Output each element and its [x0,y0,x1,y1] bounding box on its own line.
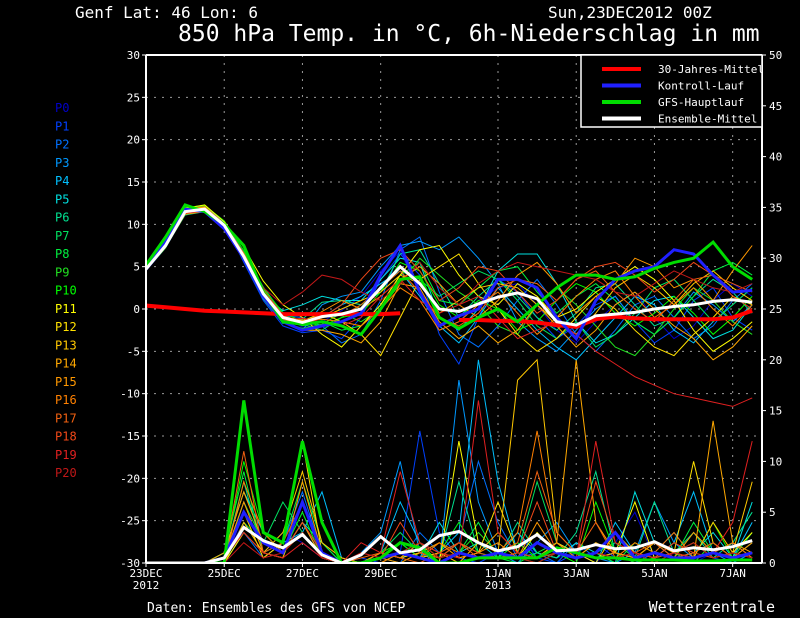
member-label: P5 [55,192,69,206]
y-tick-label-left: -20 [120,472,140,485]
legend-entry: Ensemble-Mittel [658,113,757,126]
member-label: P14 [55,357,77,371]
data-source-label: Daten: Ensembles des GFS von NCEP [147,601,405,616]
y-tick-label-right: 35 [769,201,782,214]
legend: 30-Jahres-Mittel Kontroll-Lauf GFS-Hauptla… [580,54,764,128]
member-label: P8 [55,247,69,261]
y-tick-label-left: -15 [120,430,140,443]
x-tick-label: 5JAN [641,567,668,580]
member-label: P4 [55,174,69,188]
x-tick-year-label: 2013 [485,579,512,592]
y-tick-label-left: -30 [120,557,140,570]
legend-entry: Kontroll-Lauf [658,80,744,93]
y-tick-label-left: -5 [127,345,140,358]
member-label: P9 [55,265,69,279]
member-label: P10 [55,284,77,298]
y-tick-label-left: 10 [127,218,140,231]
member-label: P16 [55,393,77,407]
y-tick-label-right: 10 [769,455,782,468]
y-tick-label-right: 15 [769,405,782,418]
member-label: P20 [55,466,77,480]
x-tick-label: 25DEC [208,567,241,580]
member-label: P0 [55,101,69,115]
member-label: P3 [55,156,69,170]
temp-line-p16 [147,206,753,336]
legend-entry: GFS-Hauptlauf [658,96,744,109]
y-tick-label-left: 5 [133,261,140,274]
brand-label: Wetterzentrale [649,598,775,616]
precip-line-p17 [147,451,753,563]
precip-line-p6 [147,469,753,563]
x-tick-year-label: 2012 [133,579,160,592]
temp-line-ensemble-mean [147,207,753,327]
member-label: P6 [55,211,69,225]
member-label: P7 [55,229,69,243]
y-tick-label-right: 5 [769,506,776,519]
member-label: P13 [55,338,77,352]
y-tick-label-left: 30 [127,49,140,62]
x-tick-label: 29DEC [364,567,397,580]
member-label: P1 [55,119,69,133]
location-label: Genf Lat: 46 Lon: 6 [75,3,258,22]
x-tick-label: 23DEC [129,567,162,580]
y-tick-label-right: 40 [769,151,782,164]
member-label: P11 [55,302,77,316]
y-tick-label-right: 25 [769,303,782,316]
y-tick-label-left: 20 [127,134,140,147]
member-label: P12 [55,320,77,334]
y-tick-label-left: 0 [133,303,140,316]
y-tick-label-left: -10 [120,388,140,401]
run-time-label: Sun,23DEC2012 00Z [548,3,712,22]
y-tick-label-right: 30 [769,252,782,265]
x-tick-label: 7JAN [719,567,746,580]
precip-line-ensemble-mean [147,525,753,563]
temp-line-p1 [147,206,753,366]
y-tick-label-right: 50 [769,49,782,62]
precip-line-control [147,497,753,563]
member-labels: P0 P1 P2 P3 P4 P5 P6 P7 P8 P9 P10 P11 P12 P13 P14 P15 P1… [55,101,77,480]
member-label: P17 [55,411,77,425]
legend-entry: 30-Jahres-Mittel [658,63,764,76]
y-tick-label-right: 20 [769,354,782,367]
member-label: P19 [55,448,77,462]
member-label: P2 [55,138,69,152]
member-label: P15 [55,375,77,389]
series-layer [147,203,754,563]
y-tick-label-right: 0 [769,557,776,570]
y-tick-label-right: 45 [769,100,782,113]
x-tick-label: 3JAN [563,567,590,580]
y-tick-label-left: 25 [127,91,140,104]
x-tick-label: 27DEC [286,567,319,580]
member-label: P18 [55,430,77,444]
precip-line-gfs-main [147,400,753,563]
temp-line-gfs-main [147,203,754,337]
y-tick-label-left: -25 [120,515,140,528]
chart-title: 850 hPa Temp. in °C, 6h-Niederschlag in … [178,21,760,47]
x-tick-label: 1JAN [485,567,512,580]
y-tick-label-left: 15 [127,176,140,189]
